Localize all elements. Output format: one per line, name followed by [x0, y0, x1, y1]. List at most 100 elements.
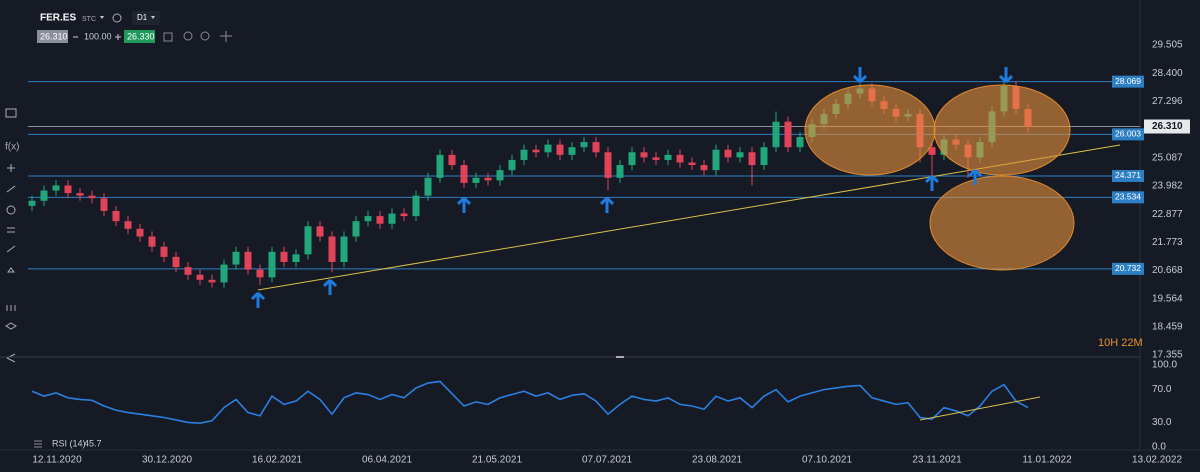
candle-body	[496, 170, 504, 181]
candle-body	[64, 185, 72, 194]
timeframe-box[interactable]	[132, 11, 160, 25]
symbol[interactable]: FER.ES	[40, 13, 76, 24]
candle-body	[748, 152, 756, 166]
rsi-line	[31, 380, 1029, 425]
candle-body	[616, 165, 624, 178]
level-label: 26.003	[1115, 129, 1141, 139]
x-tick-label: 07.07.2021	[582, 455, 632, 466]
level-label: 28.069	[1115, 76, 1141, 86]
ask[interactable]: 26.330	[127, 31, 155, 41]
level-label-box	[1112, 262, 1144, 275]
candle-body	[88, 195, 96, 199]
y-tick-label: 30.0	[1152, 417, 1172, 428]
y-tick-label: 22.877	[1152, 209, 1183, 220]
candle-body	[280, 251, 288, 262]
candle-body	[124, 221, 132, 229]
candle-body	[268, 251, 276, 278]
last-price-box	[1144, 119, 1190, 134]
candle-body	[52, 185, 60, 191]
candle-body	[772, 121, 780, 148]
plus-icon[interactable]	[115, 34, 121, 40]
level-label: 23.534	[1115, 192, 1141, 202]
x-tick-label: 23.11.2021	[912, 455, 962, 466]
pane-handle[interactable]	[616, 356, 624, 358]
y-tick-label: 28.400	[1152, 68, 1183, 79]
level-label: 24.371	[1115, 170, 1141, 180]
down-arrow	[998, 67, 1014, 84]
bid-box[interactable]	[37, 30, 68, 43]
candle-body	[736, 152, 744, 158]
candle-body	[136, 228, 144, 237]
candle-body	[604, 152, 612, 178]
x-tick-label: 13.02.2022	[1132, 455, 1182, 466]
y-tick-label: 21.773	[1152, 237, 1183, 248]
candle-body	[208, 279, 216, 283]
chart-tools[interactable]	[163, 31, 232, 42]
x-tick-label: 06.04.2021	[362, 455, 412, 466]
candle-body	[256, 269, 264, 278]
countdown: 10H 22M	[1098, 337, 1143, 349]
functions-button[interactable]: f(x)	[5, 142, 19, 153]
candle-body	[304, 226, 312, 255]
x-tick-label: 30.12.2020	[142, 455, 192, 466]
rsi-icon	[34, 440, 42, 448]
candle-body	[472, 177, 480, 183]
quantity[interactable]: 100.00	[84, 31, 112, 41]
candle-body	[676, 154, 684, 163]
candle-body	[436, 154, 444, 178]
timeframe[interactable]: D1	[137, 13, 148, 22]
candle-body	[160, 246, 168, 257]
y-tick-label: 70.0	[1152, 384, 1172, 395]
highlight-ellipse	[929, 175, 1075, 271]
candle-body	[652, 157, 660, 160]
candle-body	[628, 152, 636, 166]
level-label-box	[1112, 128, 1144, 141]
rsi-trendline	[919, 396, 1041, 421]
y-tick-label: 25.087	[1152, 152, 1183, 163]
candle-body	[28, 200, 36, 206]
candle-body	[928, 147, 936, 155]
y-tick-label: 27.296	[1152, 96, 1183, 107]
highlight-ellipse	[933, 84, 1071, 176]
candle-body	[40, 190, 48, 201]
candle-body	[184, 267, 192, 275]
candle-body	[220, 264, 228, 283]
last-price-label: 26.310	[1152, 121, 1183, 132]
candle-body	[532, 149, 540, 153]
candle-body	[388, 213, 396, 224]
candle-body	[340, 236, 348, 262]
up-arrow	[599, 196, 615, 213]
candle-body	[376, 216, 384, 224]
candle-body	[400, 213, 408, 217]
candle-body	[448, 154, 456, 166]
candle-body	[568, 147, 576, 155]
candle-body	[544, 144, 552, 153]
candle-body	[196, 274, 204, 280]
y-tick-label: 18.459	[1152, 321, 1183, 332]
ask-box[interactable]	[124, 30, 155, 43]
y-tick-label: 0.0	[1152, 442, 1166, 453]
left-toolbar[interactable]	[5, 108, 17, 363]
candle-body	[232, 251, 240, 265]
info-icon[interactable]	[112, 13, 122, 23]
x-tick-label: 12.11.2020	[32, 455, 82, 466]
y-tick-label: 29.505	[1152, 40, 1183, 51]
candle-body	[712, 149, 720, 171]
candle-body	[796, 136, 804, 148]
level-label-box	[1112, 75, 1144, 88]
dropdown-icon[interactable]	[100, 16, 104, 19]
candle-body	[244, 251, 252, 270]
bid[interactable]: 26.310	[40, 31, 68, 41]
candle-body	[484, 177, 492, 181]
x-tick-label: 23.08.2021	[692, 455, 742, 466]
rsi-value: 45.7	[84, 438, 102, 448]
level-label: 20.732	[1115, 263, 1141, 273]
up-arrow	[322, 278, 338, 295]
candle-body	[760, 147, 768, 166]
dropdown-icon[interactable]	[151, 16, 155, 19]
instrument-type: STC	[82, 16, 96, 23]
x-tick-label: 11.01.2022	[1022, 455, 1072, 466]
up-arrow	[924, 174, 940, 191]
